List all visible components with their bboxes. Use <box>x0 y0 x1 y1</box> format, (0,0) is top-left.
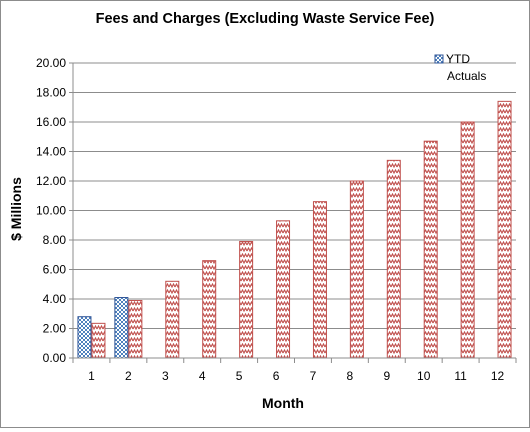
x-tick-label: 10 <box>417 369 431 383</box>
y-tick-label: 14.00 <box>36 145 66 159</box>
y-axis-ticks: 0.00 2.00 4.00 6.00 8.00 10.00 12.00 14.00 16.00… <box>36 56 73 365</box>
x-tick-label: 7 <box>310 369 317 383</box>
y-axis-title: $ Millions <box>8 177 24 241</box>
x-tick-label: 9 <box>383 369 390 383</box>
bar-actuals-month-9 <box>386 159 401 359</box>
x-tick-label: 12 <box>491 369 505 383</box>
bar-actuals-month-8 <box>349 180 364 359</box>
x-axis-title: Month <box>262 395 304 411</box>
bar-actuals-month-11 <box>460 121 475 359</box>
x-tick-label: 3 <box>162 369 169 383</box>
y-tick-label: 18.00 <box>36 86 66 100</box>
y-tick-label: 4.00 <box>43 292 67 306</box>
legend: YTD Actuals <box>434 52 486 83</box>
y-tick-label: 8.00 <box>43 233 67 247</box>
x-tick-label: 1 <box>88 369 95 383</box>
legend-swatch-ytd <box>434 54 444 64</box>
bar-actuals-month-6 <box>276 220 291 359</box>
legend-label-ytd: YTD <box>446 52 470 66</box>
bar-ytd-month-2 <box>114 297 129 359</box>
x-tick-label: 6 <box>273 369 280 383</box>
y-tick-label: 2.00 <box>43 322 67 336</box>
y-tick-label: 6.00 <box>43 263 67 277</box>
y-tick-label: 16.00 <box>36 115 66 129</box>
x-tick-label: 2 <box>125 369 132 383</box>
x-axis-ticks: 1 2 3 4 5 6 7 8 9 10 11 12 <box>72 358 517 383</box>
bar-actuals-month-10 <box>423 140 438 359</box>
y-tick-label: 20.00 <box>36 56 66 70</box>
bar-actuals-month-3 <box>165 280 180 359</box>
x-tick-label: 5 <box>236 369 243 383</box>
bars <box>77 100 512 359</box>
bar-actuals-month-2 <box>128 299 143 359</box>
bar-actuals-month-5 <box>239 240 254 359</box>
legend-label-actuals: Actuals <box>447 69 486 83</box>
x-tick-label: 4 <box>199 369 206 383</box>
bar-actuals-month-1 <box>91 322 106 359</box>
y-tick-label: 0.00 <box>43 351 67 365</box>
x-tick-label: 11 <box>454 369 467 383</box>
bar-actuals-month-4 <box>202 260 217 359</box>
y-tick-label: 10.00 <box>36 204 66 218</box>
gridlines <box>73 62 516 329</box>
bar-actuals-month-12 <box>497 100 512 359</box>
y-tick-label: 12.00 <box>36 174 66 188</box>
bar-actuals-month-7 <box>312 201 327 359</box>
chart-title: Fees and Charges (Excluding Waste Servic… <box>96 11 435 27</box>
x-tick-label: 8 <box>347 369 354 383</box>
bar-ytd-month-1 <box>77 316 92 359</box>
